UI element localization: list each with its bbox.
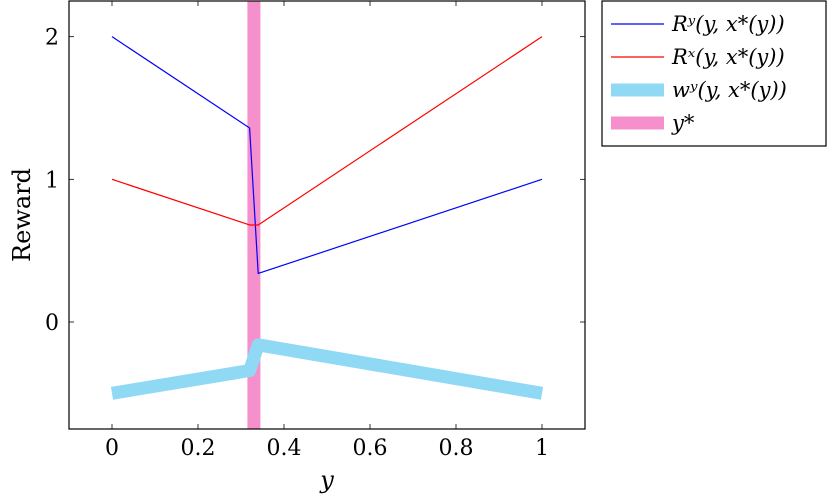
- x-tick-label: 0.8: [439, 436, 474, 461]
- legend: Rʸ(y, x*(y)) Rˣ(y, x*(y)) wʸ(y, x*(y)) y*: [601, 0, 827, 147]
- x-tick-label: 1: [535, 436, 549, 461]
- plot-marks: [110, 1, 544, 429]
- series-line-2: [110, 338, 544, 400]
- y-tick-label: 1: [45, 168, 59, 193]
- x-tick-label: 0.6: [353, 436, 388, 461]
- series-line-1: [111, 36, 543, 226]
- x-axis-label: y: [319, 466, 334, 494]
- legend-entry: wʸ(y, x*(y)): [672, 78, 787, 102]
- x-tick-label: 0.2: [181, 436, 216, 461]
- plot-frame: [68, 0, 586, 430]
- y-axis-label: Reward: [8, 168, 36, 262]
- y-tick-label: 2: [45, 26, 59, 51]
- series-line-0: [111, 36, 543, 275]
- legend-entry: Rʸ(y, x*(y)): [671, 12, 785, 36]
- legend-entry: y*: [671, 111, 695, 135]
- axis-ticks: 0 0.2 0.4 0.6 0.8 1 0 1 2: [45, 1, 585, 461]
- x-tick-label: 0: [105, 436, 119, 461]
- x-tick-label: 0.4: [267, 436, 302, 461]
- y-tick-label: 0: [45, 311, 59, 336]
- legend-entry: Rˣ(y, x*(y)): [671, 45, 785, 69]
